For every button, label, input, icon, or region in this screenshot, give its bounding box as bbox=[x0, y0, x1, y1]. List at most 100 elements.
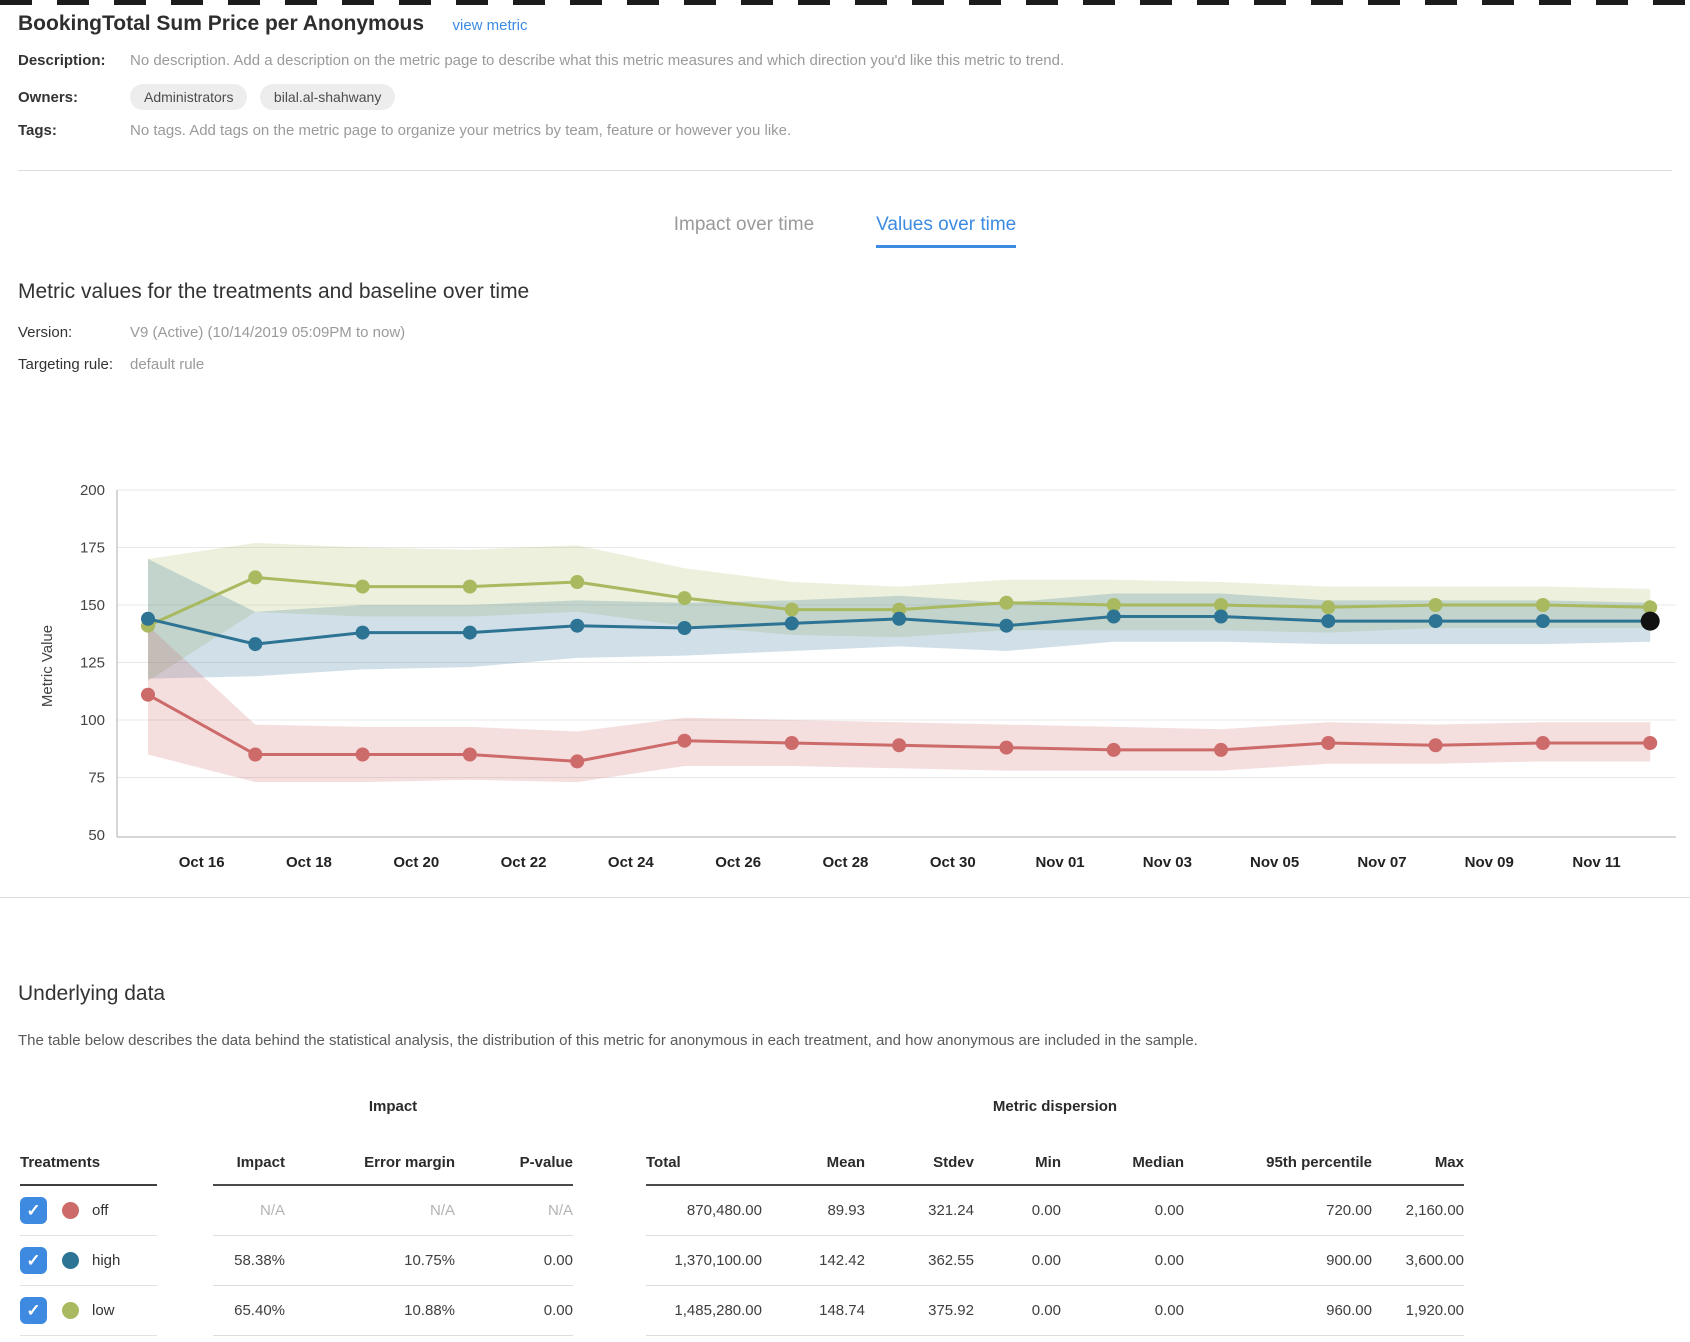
treatment-checkbox-low[interactable] bbox=[20, 1297, 47, 1324]
data-point-low[interactable] bbox=[784, 602, 799, 617]
data-point-low[interactable] bbox=[248, 570, 263, 585]
data-point-off[interactable] bbox=[1428, 738, 1443, 753]
col-header-95th-percentile: 95th percentile bbox=[1184, 1130, 1372, 1186]
x-tick-label: Oct 24 bbox=[608, 854, 655, 871]
data-point-off[interactable] bbox=[141, 687, 155, 702]
col-header-median: Median bbox=[1061, 1130, 1184, 1186]
off-error-margin: N/A bbox=[285, 1186, 455, 1236]
values-section-heading: Metric values for the treatments and bas… bbox=[18, 280, 530, 303]
data-point-high[interactable] bbox=[999, 618, 1014, 633]
data-point-high[interactable] bbox=[892, 611, 907, 626]
low-impact: 65.40% bbox=[213, 1286, 285, 1336]
data-point-off[interactable] bbox=[892, 738, 907, 753]
dispersion-group-header: Metric dispersion bbox=[992, 1098, 1118, 1115]
data-point-low[interactable] bbox=[1535, 598, 1550, 612]
data-point-low[interactable] bbox=[462, 579, 477, 594]
y-tick-label: 100 bbox=[80, 712, 105, 729]
data-point-high[interactable] bbox=[784, 616, 799, 631]
data-point-high[interactable] bbox=[677, 621, 692, 635]
high-median: 0.00 bbox=[1061, 1236, 1184, 1286]
data-point-off[interactable] bbox=[248, 747, 263, 762]
description-value: No description. Add a description on the… bbox=[130, 52, 1065, 69]
owners-chips: Administrators bilal.al-shahwany bbox=[130, 84, 403, 110]
data-point-high[interactable] bbox=[1535, 614, 1550, 629]
underlying-data-table: Impact Metric dispersion Treatments Impa… bbox=[20, 1092, 1464, 1336]
tags-row: Tags: No tags. Add tags on the metric pa… bbox=[18, 122, 791, 139]
off-min: 0.00 bbox=[974, 1186, 1061, 1236]
data-point-low[interactable] bbox=[1106, 598, 1121, 612]
col-header-error-margin: Error margin bbox=[285, 1130, 455, 1186]
treatment-label-high: high bbox=[92, 1252, 121, 1269]
line-chart-canvas: 200 175 150 125 100 75 50 Metric Value Oct 16 Oct… bbox=[39, 482, 1676, 871]
view-metric-link[interactable]: view metric bbox=[452, 17, 528, 34]
targeting-rule-row: Targeting rule: default rule bbox=[18, 356, 204, 373]
data-point-high[interactable] bbox=[462, 625, 477, 640]
underlying-data-heading: Underlying data bbox=[18, 982, 166, 1005]
data-point-off[interactable] bbox=[355, 747, 370, 762]
high-impact: 58.38% bbox=[213, 1236, 285, 1286]
tab-impact-over-time[interactable]: Impact over time bbox=[673, 214, 815, 235]
data-point-high[interactable] bbox=[1428, 614, 1443, 629]
top-dashed-border bbox=[0, 0, 1690, 5]
data-point-low[interactable] bbox=[1643, 600, 1658, 615]
data-point-high[interactable] bbox=[1214, 609, 1228, 624]
data-point-low[interactable] bbox=[677, 591, 692, 606]
low-p-value: 0.00 bbox=[455, 1286, 573, 1336]
treatment-checkbox-high[interactable] bbox=[20, 1247, 47, 1274]
data-point-off[interactable] bbox=[462, 747, 477, 762]
y-tick-label: 75 bbox=[88, 770, 105, 787]
confidence-band-off bbox=[148, 625, 1651, 783]
data-point-high[interactable] bbox=[1640, 611, 1660, 631]
col-header-stdev: Stdev bbox=[865, 1130, 974, 1186]
data-point-off[interactable] bbox=[570, 754, 585, 769]
data-point-high[interactable] bbox=[355, 625, 370, 640]
data-point-off[interactable] bbox=[1643, 736, 1658, 750]
table-row-treatment-high: high bbox=[20, 1236, 157, 1286]
treatment-checkbox-off[interactable] bbox=[20, 1197, 47, 1224]
data-point-off[interactable] bbox=[1214, 742, 1228, 757]
col-header-min: Min bbox=[974, 1130, 1061, 1186]
data-point-off[interactable] bbox=[1106, 742, 1121, 757]
data-point-off[interactable] bbox=[1321, 736, 1336, 750]
data-point-off[interactable] bbox=[784, 736, 799, 750]
off-stdev: 321.24 bbox=[865, 1186, 974, 1236]
high-p-value: 0.00 bbox=[455, 1236, 573, 1286]
y-tick-label: 50 bbox=[88, 827, 105, 844]
low-max: 1,920.00 bbox=[1372, 1286, 1464, 1336]
data-point-high[interactable] bbox=[1106, 609, 1121, 624]
high-mean: 142.42 bbox=[762, 1236, 865, 1286]
data-point-low[interactable] bbox=[570, 575, 585, 589]
treatment-color-dot-high bbox=[62, 1252, 79, 1269]
data-point-high[interactable] bbox=[248, 637, 263, 652]
y-axis-title: Metric Value bbox=[39, 625, 56, 707]
data-point-low[interactable] bbox=[355, 579, 370, 594]
data-point-high[interactable] bbox=[570, 618, 585, 633]
owner-chip[interactable]: bilal.al-shahwany bbox=[259, 84, 396, 110]
data-point-low[interactable] bbox=[1428, 598, 1443, 612]
off-max: 2,160.00 bbox=[1372, 1186, 1464, 1236]
description-row: Description: No description. Add a descr… bbox=[18, 52, 1064, 69]
tab-values-over-time[interactable]: Values over time bbox=[876, 214, 1017, 248]
x-tick-label: Oct 22 bbox=[501, 854, 547, 871]
off-median: 0.00 bbox=[1061, 1186, 1184, 1236]
data-point-high[interactable] bbox=[1321, 614, 1336, 629]
col-header-max: Max bbox=[1372, 1130, 1464, 1186]
data-point-low[interactable] bbox=[1321, 600, 1336, 615]
col-header-total: Total bbox=[646, 1130, 762, 1186]
data-point-low[interactable] bbox=[999, 595, 1014, 610]
data-point-high[interactable] bbox=[141, 611, 155, 626]
x-tick-label: Oct 26 bbox=[715, 854, 761, 871]
x-tick-label: Nov 01 bbox=[1035, 854, 1084, 871]
data-point-off[interactable] bbox=[677, 733, 692, 748]
owner-chip[interactable]: Administrators bbox=[130, 84, 248, 110]
col-header-p-value: P-value bbox=[455, 1130, 573, 1186]
data-point-off[interactable] bbox=[999, 740, 1014, 755]
col-header-impact: Impact bbox=[213, 1130, 285, 1186]
data-point-off[interactable] bbox=[1535, 736, 1550, 750]
data-point-low[interactable] bbox=[1214, 598, 1228, 612]
low-stdev: 375.92 bbox=[865, 1286, 974, 1336]
impact-group-header: Impact bbox=[368, 1098, 418, 1115]
x-tick-label: Oct 18 bbox=[286, 854, 332, 871]
tags-value: No tags. Add tags on the metric page to … bbox=[130, 122, 792, 139]
